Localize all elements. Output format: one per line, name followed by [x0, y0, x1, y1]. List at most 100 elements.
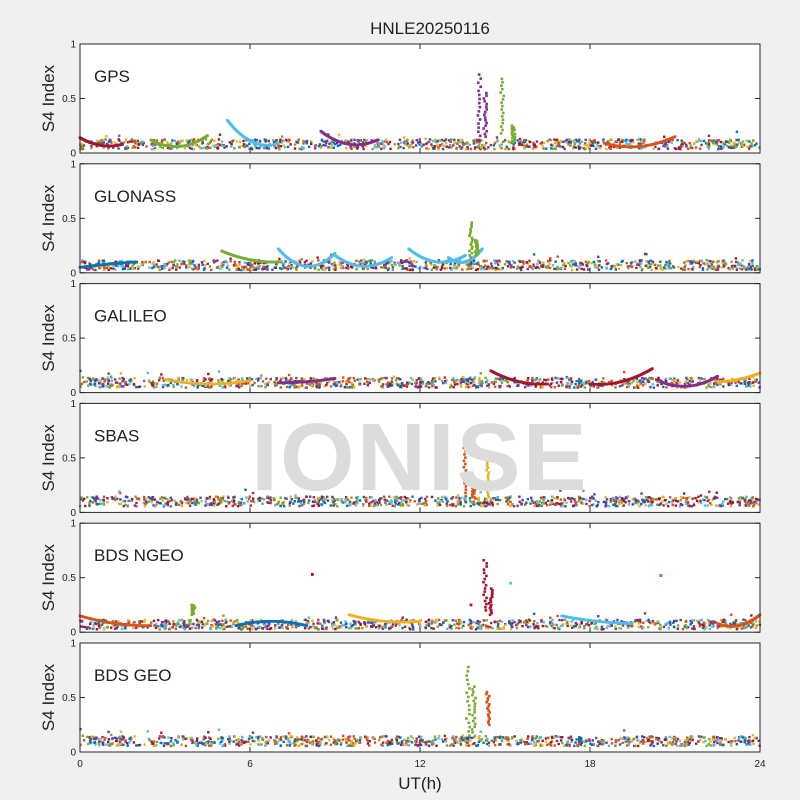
data-point: [705, 142, 709, 145]
data-point: [361, 262, 365, 265]
data-point: [506, 265, 510, 268]
data-point: [481, 247, 484, 251]
data-point: [160, 265, 164, 268]
data-point: [647, 266, 650, 270]
data-point: [114, 268, 117, 271]
data-point: [754, 497, 758, 501]
data-point: [170, 260, 173, 264]
data-point: [236, 264, 239, 267]
data-point: [747, 147, 751, 150]
data-point: [707, 139, 711, 142]
data-point: [350, 266, 354, 269]
data-point: [743, 382, 746, 386]
data-point: [204, 378, 207, 381]
data-point: [652, 147, 655, 150]
data-point: [483, 268, 486, 271]
data-point: [301, 147, 305, 151]
data-point: [80, 145, 83, 148]
data-point: [406, 268, 409, 271]
data-point: [356, 378, 359, 381]
data-point: [556, 265, 559, 268]
data-point: [702, 262, 705, 265]
data-point: [525, 261, 529, 264]
data-point: [441, 381, 445, 385]
data-point: [695, 499, 699, 503]
data-point: [729, 267, 732, 270]
data-point: [497, 267, 500, 271]
data-point: [526, 145, 529, 148]
data-point: [670, 500, 674, 504]
data-point: [485, 91, 488, 95]
data-point: [499, 384, 502, 388]
data-point: [234, 264, 237, 268]
data-point: [679, 145, 683, 148]
data-point: [651, 367, 654, 370]
data-point: [643, 139, 646, 143]
data-point: [692, 265, 695, 269]
data-point: [217, 379, 220, 382]
data-point: [468, 249, 471, 253]
data-point: [365, 261, 368, 264]
data-point: [167, 261, 170, 264]
data-point: [659, 260, 662, 263]
data-point: [418, 138, 421, 141]
data-point: [456, 382, 459, 386]
data-point: [411, 264, 414, 268]
data-point: [238, 260, 241, 264]
data-point: [131, 146, 135, 149]
data-point: [163, 262, 166, 266]
data-point: [746, 145, 749, 148]
data-point: [131, 140, 134, 143]
data-point: [573, 142, 577, 145]
data-point: [185, 501, 188, 505]
data-point: [91, 496, 95, 499]
data-point: [404, 383, 408, 387]
data-point: [640, 259, 643, 262]
data-point: [353, 138, 356, 142]
data-point: [675, 381, 678, 385]
data-point: [605, 498, 609, 501]
data-point: [465, 268, 469, 271]
data-point: [443, 267, 447, 270]
data-point: [105, 135, 108, 138]
data-point: [282, 144, 286, 147]
data-point: [633, 502, 636, 505]
data-point: [188, 146, 192, 150]
data-point: [363, 262, 366, 265]
data-point: [169, 381, 173, 385]
data-point: [150, 147, 154, 151]
data-point: [626, 495, 630, 498]
data-point: [507, 140, 510, 143]
data-point: [607, 140, 611, 143]
data-point: [120, 265, 123, 268]
data-point: [106, 376, 110, 379]
data-point: [92, 266, 96, 270]
data-point: [614, 268, 618, 271]
data-point: [381, 139, 384, 143]
data-point: [364, 377, 367, 380]
data-point: [751, 381, 755, 384]
data-point: [104, 138, 107, 141]
data-point: [97, 382, 101, 385]
data-point: [478, 138, 481, 142]
data-point: [512, 147, 515, 151]
data-point: [161, 376, 165, 380]
data-point: [289, 143, 292, 146]
data-point: [717, 265, 721, 268]
data-point: [730, 497, 733, 500]
data-point: [639, 265, 642, 268]
data-point: [292, 266, 295, 269]
data-point: [227, 502, 231, 505]
data-point: [408, 257, 411, 260]
data-point: [466, 379, 470, 382]
data-point: [160, 267, 164, 271]
data-point: [338, 261, 341, 264]
data-point: [299, 385, 302, 388]
data-point: [248, 147, 251, 150]
data-point: [639, 142, 642, 146]
data-point: [101, 377, 104, 380]
data-point: [373, 146, 377, 149]
data-point: [165, 497, 168, 501]
